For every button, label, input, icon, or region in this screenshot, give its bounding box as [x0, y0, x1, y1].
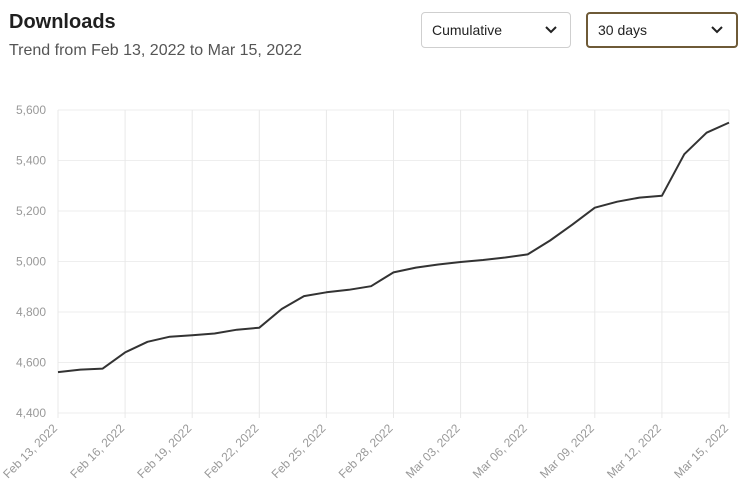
data-point[interactable]: [256, 325, 262, 331]
data-point[interactable]: [480, 257, 486, 263]
data-point[interactable]: [55, 369, 61, 375]
data-point[interactable]: [391, 269, 397, 275]
data-point[interactable]: [502, 254, 508, 260]
chevron-down-icon: [710, 25, 724, 35]
mode-select-value: Cumulative: [432, 22, 503, 38]
x-tick-label: Feb 16, 2022: [67, 421, 127, 481]
data-point[interactable]: [413, 265, 419, 271]
data-point[interactable]: [614, 199, 620, 205]
data-point[interactable]: [301, 293, 307, 299]
x-tick-label: Mar 15, 2022: [671, 421, 731, 481]
chevron-down-icon: [544, 25, 558, 35]
data-point[interactable]: [435, 262, 441, 268]
data-point[interactable]: [704, 130, 710, 136]
data-point[interactable]: [726, 120, 732, 126]
data-point[interactable]: [458, 259, 464, 265]
data-point[interactable]: [592, 205, 598, 211]
data-point[interactable]: [144, 339, 150, 345]
x-tick-label: Mar 03, 2022: [403, 421, 463, 481]
downloads-series-line: [57, 121, 730, 374]
y-tick-label: 4,600: [16, 356, 46, 370]
data-point[interactable]: [122, 349, 128, 355]
x-tick-label: Feb 25, 2022: [269, 421, 329, 481]
x-tick-label: Feb 13, 2022: [0, 421, 60, 481]
data-point[interactable]: [77, 367, 83, 373]
data-point[interactable]: [100, 366, 106, 372]
date-range-subtitle: Trend from Feb 13, 2022 to Mar 15, 2022: [9, 42, 302, 59]
x-tick-label: Mar 12, 2022: [604, 421, 664, 481]
mode-select[interactable]: Cumulative: [421, 12, 571, 48]
data-point[interactable]: [346, 287, 352, 293]
data-point[interactable]: [569, 222, 575, 228]
data-point[interactable]: [323, 289, 329, 295]
y-tick-label: 5,200: [16, 204, 46, 218]
y-tick-label: 4,400: [16, 406, 46, 420]
data-point[interactable]: [189, 332, 195, 338]
y-tick-label: 4,800: [16, 305, 46, 319]
range-select-value: 30 days: [598, 22, 648, 38]
data-point[interactable]: [279, 306, 285, 312]
x-tick-label: Feb 19, 2022: [134, 421, 194, 481]
data-point[interactable]: [659, 193, 665, 199]
y-tick-label: 5,000: [16, 255, 46, 269]
data-point[interactable]: [212, 330, 218, 336]
data-point[interactable]: [234, 327, 240, 333]
data-point[interactable]: [167, 334, 173, 340]
data-point[interactable]: [525, 251, 531, 257]
y-tick-label: 5,400: [16, 154, 46, 168]
data-point[interactable]: [547, 238, 553, 244]
data-point[interactable]: [368, 283, 374, 289]
x-tick-label: Mar 06, 2022: [470, 421, 530, 481]
x-tick-label: Feb 28, 2022: [336, 421, 396, 481]
data-point[interactable]: [637, 195, 643, 201]
x-tick-label: Feb 22, 2022: [202, 421, 262, 481]
x-tick-label: Mar 09, 2022: [537, 421, 597, 481]
data-point[interactable]: [681, 151, 687, 157]
page-title: Downloads: [9, 11, 116, 33]
y-tick-label: 5,600: [16, 103, 46, 117]
range-select[interactable]: 30 days: [586, 12, 738, 48]
